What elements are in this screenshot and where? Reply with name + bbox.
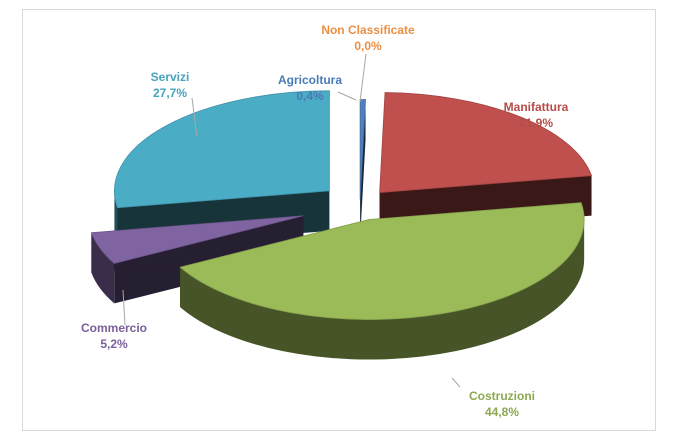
slice-value-label-costruzioni: 44,8% xyxy=(485,405,519,419)
slice-label-manifattura: Manifattura xyxy=(504,100,569,114)
slice-value-label-manifattura: 21,9% xyxy=(519,116,553,130)
slice-label-servizi: Servizi xyxy=(151,70,190,84)
slice-side-commercio-0 xyxy=(91,232,115,304)
slice-value-label-agricoltura: 0,4% xyxy=(296,89,324,103)
slice-value-label-non-classificate: 0,0% xyxy=(354,39,382,53)
leader-line-agricoltura xyxy=(337,91,357,101)
leader-line-non-classificate xyxy=(359,53,367,103)
slice-value-label-commercio: 5,2% xyxy=(100,337,128,351)
leader-line-servizi xyxy=(191,97,198,138)
pie-top-layer xyxy=(90,90,593,320)
slice-wall-agricoltura-1 xyxy=(360,99,366,240)
slice-side-costruzioni-0 xyxy=(180,219,585,360)
leader-line-costruzioni xyxy=(451,377,461,388)
slice-value-label-servizi: 27,7% xyxy=(153,86,187,100)
leader-line-commercio xyxy=(122,289,126,326)
slice-costruzioni xyxy=(179,202,585,320)
slice-commercio xyxy=(90,215,304,264)
slice-label-non-classificate: Non Classificate xyxy=(321,23,415,37)
slice-label-commercio: Commercio xyxy=(81,321,147,335)
slice-servizi xyxy=(114,90,330,209)
slice-label-agricoltura: Agricoltura xyxy=(278,73,342,87)
slice-labels: Non Classificate 0,0% Agricoltura 0,4% Manif… xyxy=(81,23,569,419)
leader-lines xyxy=(122,53,461,388)
slice-label-costruzioni: Costruzioni xyxy=(469,389,535,403)
slice-manifattura xyxy=(379,92,593,193)
